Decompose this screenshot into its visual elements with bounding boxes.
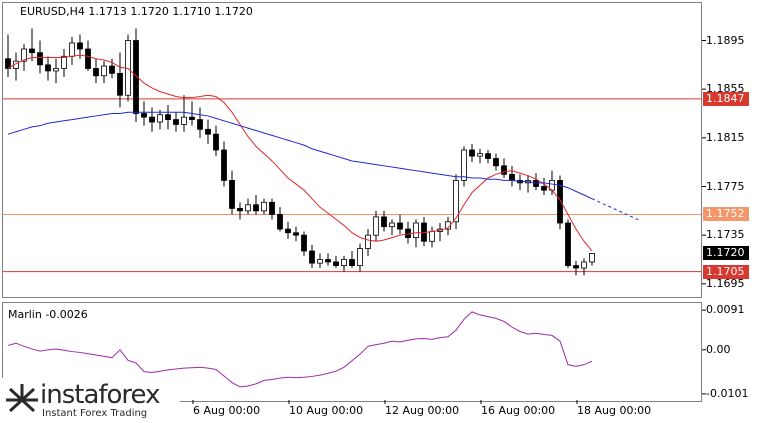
bull-candle (453, 180, 459, 223)
indicator-tick-label: -0.0101 (706, 386, 749, 400)
y-tick-label: 1.1775 (706, 179, 745, 193)
bear-candle (165, 114, 171, 120)
bear-candle (325, 259, 331, 263)
bull-candle (317, 259, 323, 264)
bear-candle (493, 158, 499, 167)
bull-candle (413, 222, 419, 239)
fast-ma-line (7, 54, 593, 252)
bull-candle (101, 65, 107, 77)
bull-candle (357, 248, 363, 266)
bull-candle (589, 253, 595, 263)
bull-candle (53, 68, 59, 72)
watermark-brand: instaforex (40, 380, 160, 410)
bear-candle (45, 64, 51, 72)
indicator-tick-label: 0.00 (706, 342, 731, 356)
watermark: instaforex Instant Forex Trading (0, 378, 180, 423)
bear-candle (285, 228, 291, 234)
bull-candle (157, 114, 163, 123)
x-tick-label: 12 Aug 00:00 (385, 404, 460, 417)
slow-ma-projection (591, 198, 641, 222)
x-tick-label: 18 Aug 00:00 (577, 404, 652, 417)
level-price-label: 1.1705 (703, 264, 749, 279)
bear-candle (117, 72, 123, 96)
bear-candle (221, 149, 227, 181)
marlin-line (7, 311, 593, 388)
bear-candle (349, 259, 355, 266)
y-tick-label: 1.1695 (706, 276, 745, 290)
bear-candle (109, 65, 115, 74)
bear-candle (501, 165, 507, 175)
instaforex-logo-icon (6, 384, 38, 413)
bear-candle (205, 128, 211, 135)
bear-candle (189, 116, 195, 120)
bear-candle (141, 113, 147, 118)
bear-candle (557, 180, 563, 224)
bear-candle (93, 68, 99, 77)
bear-candle (149, 116, 155, 123)
bull-candle (373, 216, 379, 236)
bull-candle (61, 55, 67, 69)
bull-candle (477, 153, 483, 157)
indicator-title: Marlin -0.0026 (8, 308, 88, 321)
bear-candle (85, 48, 91, 69)
bear-candle (293, 232, 299, 236)
bull-candle (581, 261, 587, 269)
bull-candle (245, 204, 251, 212)
bear-candle (29, 48, 35, 54)
bear-candle (533, 180, 539, 187)
x-tick-label: 6 Aug 00:00 (193, 404, 261, 417)
bear-candle (237, 207, 243, 212)
bull-candle (261, 201, 267, 212)
bear-candle (509, 173, 515, 181)
y-tick-label: 1.1735 (706, 228, 745, 242)
bear-candle (485, 153, 491, 159)
x-tick-label: 16 Aug 00:00 (481, 404, 556, 417)
bull-candle (429, 231, 435, 242)
bear-candle (301, 234, 307, 252)
bear-candle (229, 180, 235, 209)
slow-ma-line (7, 111, 593, 200)
bear-candle (277, 214, 283, 230)
watermark-tagline: Instant Forex Trading (42, 408, 148, 419)
y-tick-label: 1.1895 (706, 33, 745, 47)
bear-candle (397, 222, 403, 230)
bull-candle (69, 42, 75, 57)
bear-candle (469, 149, 475, 157)
bull-candle (21, 48, 27, 62)
bear-candle (133, 40, 139, 114)
bear-candle (565, 222, 571, 266)
level-price-label: 1.1847 (703, 91, 749, 106)
bear-candle (5, 58, 11, 69)
bear-candle (37, 52, 43, 66)
bear-candle (77, 42, 83, 50)
chart-title: EURUSD,H4 1.1713 1.1720 1.1710 1.1720 (20, 5, 253, 18)
bear-candle (173, 119, 179, 125)
bull-candle (365, 234, 371, 249)
bull-candle (389, 222, 395, 228)
price-chart-panel[interactable] (2, 2, 702, 298)
y-tick-label: 1.1815 (706, 130, 745, 144)
bear-candle (381, 216, 387, 228)
bear-candle (253, 204, 259, 212)
indicator-tick-label: 0.0091 (706, 303, 745, 317)
bull-candle (181, 116, 187, 125)
x-tick-label: 10 Aug 00:00 (289, 404, 364, 417)
bear-candle (333, 261, 339, 266)
bear-candle (197, 119, 203, 130)
bull-candle (341, 259, 347, 266)
level-price-label: 1.1752 (703, 207, 749, 222)
bear-candle (269, 201, 275, 215)
bear-candle (309, 250, 315, 264)
bear-candle (213, 133, 219, 151)
bear-candle (541, 186, 547, 191)
bear-candle (573, 265, 579, 269)
current-price-label: 1.1720 (703, 246, 749, 261)
bull-candle (461, 149, 467, 181)
